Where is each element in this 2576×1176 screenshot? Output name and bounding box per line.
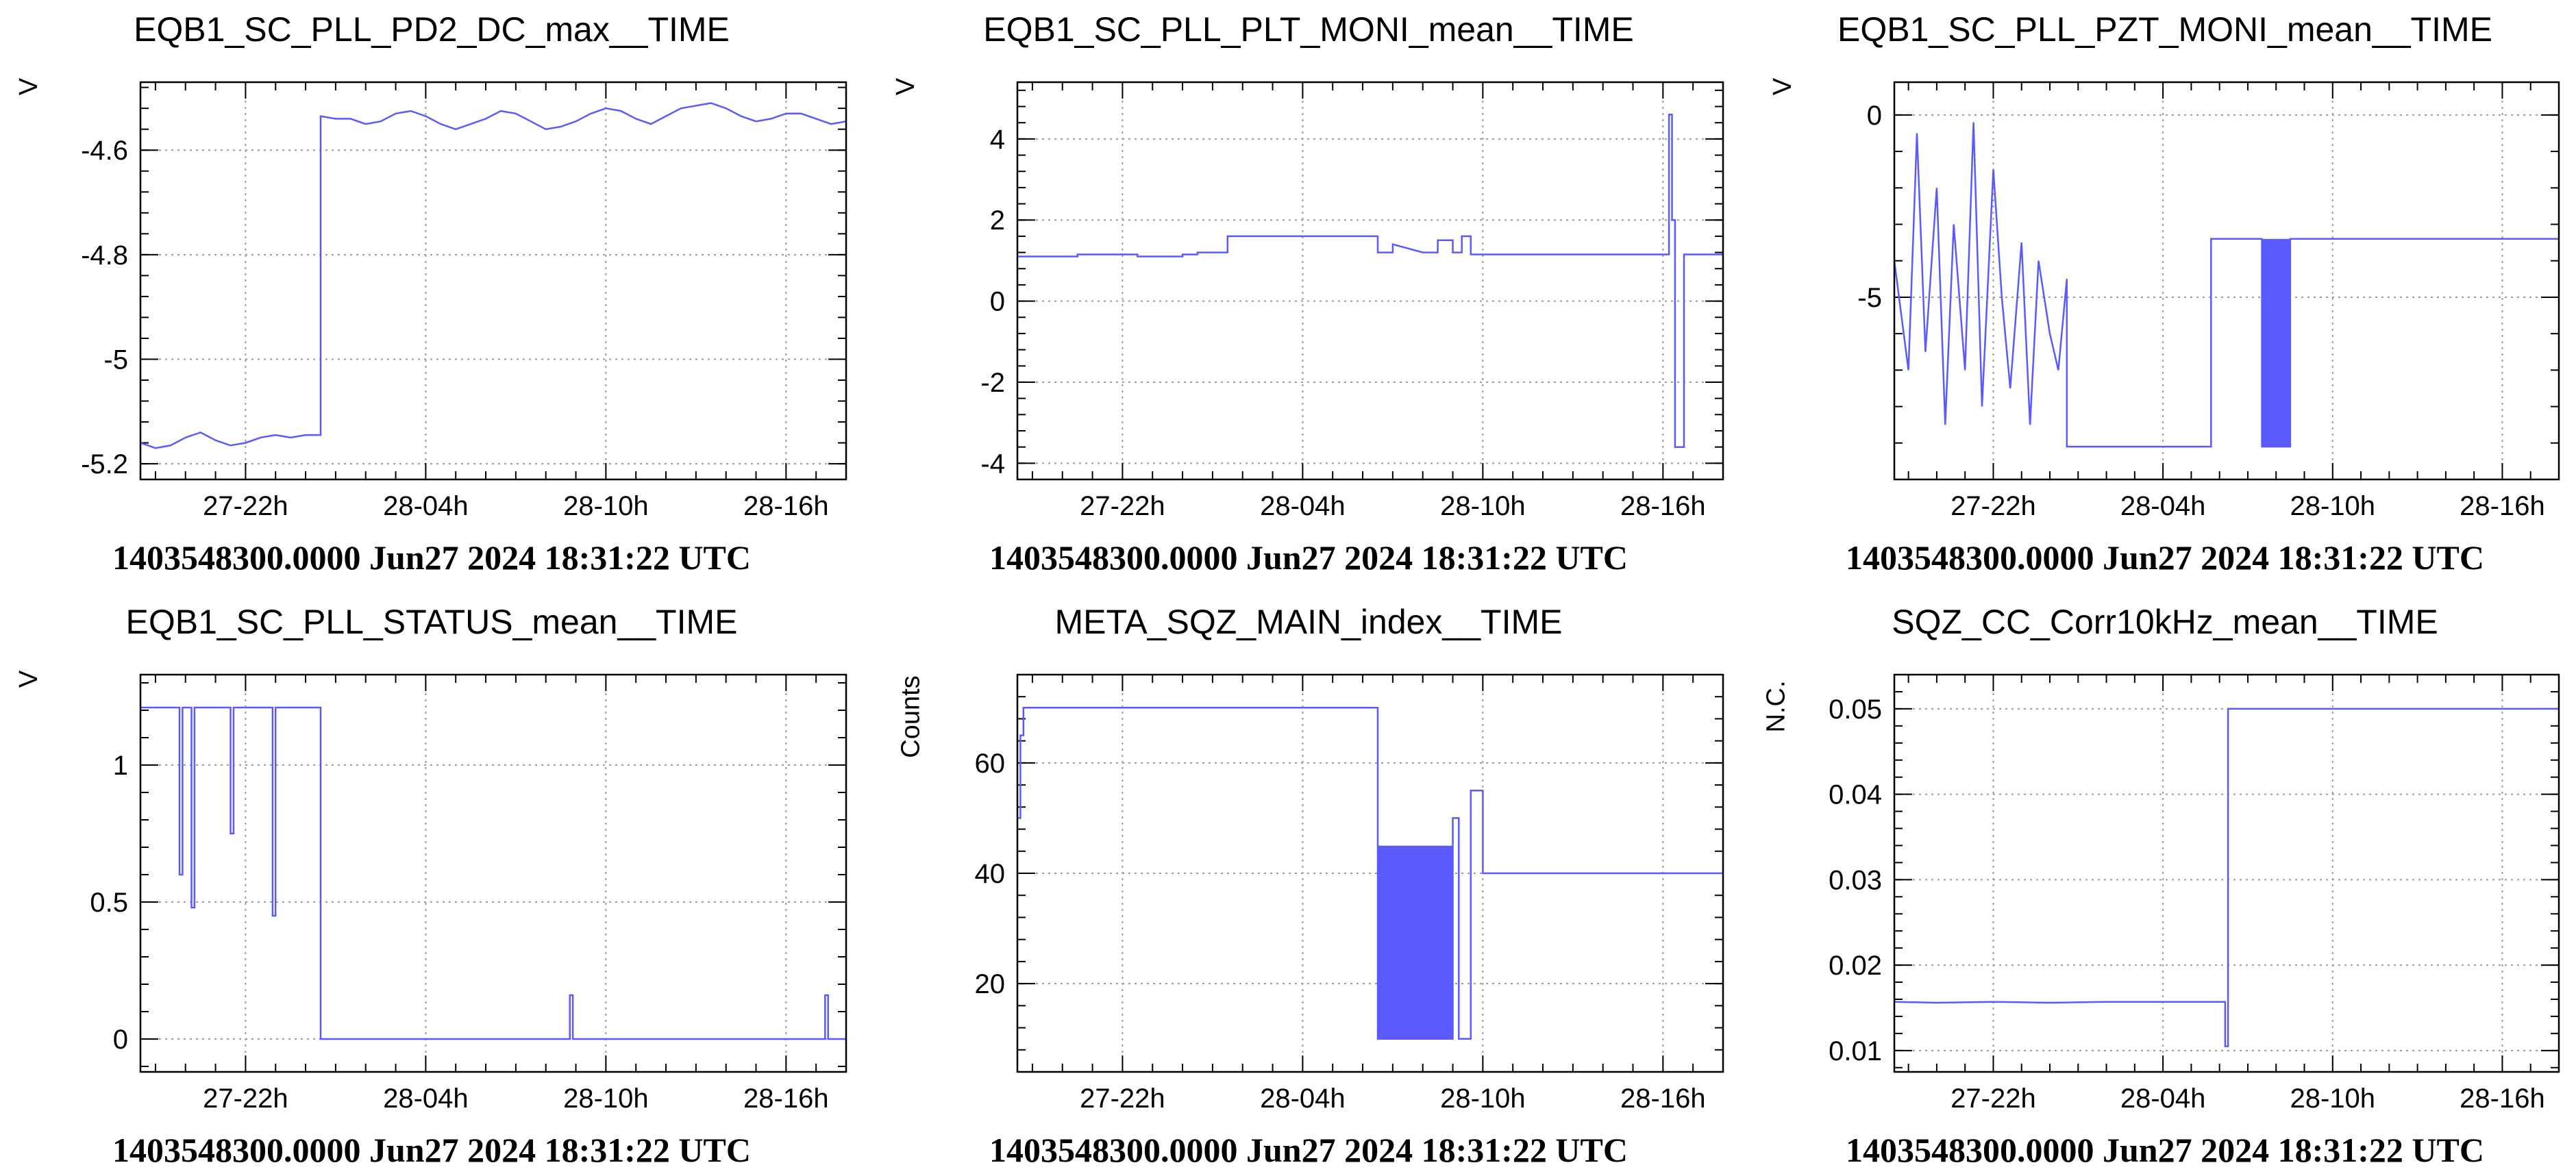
chart-title: EQB1_SC_PLL_STATUS_mean__TIME [125, 603, 738, 641]
x-tick-label: 28-04h [1260, 1084, 1346, 1114]
chart-panel-4: EQB1_SC_PLL_STATUS_mean__TIME V 0 0.5 1 27-… [0, 592, 863, 1175]
y-tick-label: -5 [103, 345, 128, 375]
chart-title: META_SQZ_MAIN_index__TIME [1054, 603, 1563, 641]
x-tick-label: 27-22h [203, 1084, 288, 1114]
x-tick-label: 28-16h [1620, 491, 1706, 521]
y-tick-label: -5 [1857, 283, 1882, 313]
chart-panel-3: EQB1_SC_PLL_PZT_MONI_mean__TIME V -5 0 27-… [1754, 0, 2576, 582]
x-tick-label: 28-16h [2460, 491, 2545, 521]
x-tick-label: 27-22h [1950, 491, 2036, 521]
series-line [140, 706, 846, 1040]
y-tick-label: 0 [113, 1025, 128, 1055]
chart-panel-6: SQZ_CC_Corr10kHz_mean__TIME N.C. 0.01 0.0… [1754, 592, 2576, 1175]
x-tick-label: 28-04h [2120, 1084, 2206, 1114]
y-tick-label: 0.01 [1829, 1036, 1882, 1066]
chart-plot: -5 0 27-22h 28-04h 28-10h 28-16h [1857, 81, 2560, 521]
chart-title: EQB1_SC_PLL_PLT_MONI_mean__TIME [983, 10, 1634, 49]
x-tick-label: 28-04h [383, 1084, 469, 1114]
chart-footer-timestamp: 1403548300.0000 Jun27 2024 18:31:22 UTC [989, 538, 1628, 577]
chart-plot: 20 40 60 27-22h 28-04h 28-10h 28-16h [975, 673, 1724, 1114]
series-line [1893, 122, 2559, 448]
chart-panel-5: META_SQZ_MAIN_index__TIME Counts 20 40 60 2… [877, 592, 1740, 1175]
y-tick-label: 60 [975, 749, 1006, 779]
x-tick-label: 28-04h [383, 491, 469, 521]
plot-frame [139, 81, 847, 481]
y-tick-label: 0.04 [1829, 780, 1882, 810]
x-tick-label: 28-04h [1260, 491, 1346, 521]
chart-title: EQB1_SC_PLL_PZT_MONI_mean__TIME [1837, 10, 2492, 49]
chart-title: EQB1_SC_PLL_PD2_DC_max__TIME [134, 10, 730, 49]
chart-footer-timestamp: 1403548300.0000 Jun27 2024 18:31:22 UTC [112, 538, 751, 577]
y-tick-label: 0.05 [1829, 695, 1882, 725]
plot-frame [1016, 673, 1724, 1073]
y-tick-label: 0.03 [1829, 865, 1882, 895]
x-tick-label: 28-16h [743, 1084, 829, 1114]
series-line [1017, 114, 1723, 448]
dense-signal-region [1377, 845, 1453, 1039]
chart-footer-timestamp: 1403548300.0000 Jun27 2024 18:31:22 UTC [1846, 538, 2484, 577]
chart-panel-1: EQB1_SC_PLL_PD2_DC_max__TIME V -5.2 -5 -4.… [0, 0, 863, 582]
plot-frame [139, 673, 847, 1073]
plot-frame [1893, 673, 2560, 1073]
y-tick-label: -5.2 [81, 449, 128, 479]
x-tick-label: 27-22h [1080, 1084, 1165, 1114]
y-tick-label: 4 [990, 125, 1005, 155]
y-tick-label: -4.6 [81, 136, 128, 166]
chart-plot: 0.01 0.02 0.03 0.04 0.05 27-22h 28-04h 28-10h 28… [1829, 673, 2560, 1114]
y-tick-label: 1 [113, 751, 128, 781]
dense-signal-region [2262, 238, 2290, 447]
chart-plot: -4 -2 0 2 4 27-22h 28-04h 28-10h 28-16h [980, 81, 1724, 521]
chart-title: SQZ_CC_Corr10kHz_mean__TIME [1892, 603, 2438, 641]
y-tick-label: -4 [980, 449, 1005, 479]
x-tick-label: 28-10h [563, 491, 649, 521]
x-tick-label: 28-04h [2120, 491, 2206, 521]
x-tick-label: 28-10h [1440, 1084, 1526, 1114]
x-tick-label: 27-22h [1950, 1084, 2036, 1114]
y-tick-label: 40 [975, 859, 1006, 889]
x-tick-label: 28-10h [1440, 491, 1526, 521]
chart-plot: -5.2 -5 -4.8 -4.6 27-22h 28-04h 28-10h 28-16h [81, 81, 847, 521]
x-tick-label: 28-10h [2290, 491, 2376, 521]
x-tick-label: 28-16h [743, 491, 829, 521]
y-tick-label: 0 [990, 287, 1005, 317]
chart-footer-timestamp: 1403548300.0000 Jun27 2024 18:31:22 UTC [1846, 1131, 2484, 1169]
y-tick-label: 0.5 [90, 888, 128, 918]
x-tick-label: 28-16h [2460, 1084, 2545, 1114]
chart-footer-timestamp: 1403548300.0000 Jun27 2024 18:31:22 UTC [989, 1131, 1628, 1169]
x-tick-label: 27-22h [1080, 491, 1165, 521]
y-tick-label: 0.02 [1829, 951, 1882, 981]
x-tick-label: 28-10h [2290, 1084, 2376, 1114]
x-tick-label: 27-22h [203, 491, 288, 521]
y-tick-label: -2 [980, 368, 1005, 398]
plot-frame [1016, 81, 1724, 481]
chart-footer-timestamp: 1403548300.0000 Jun27 2024 18:31:22 UTC [112, 1131, 751, 1169]
y-tick-label: 20 [975, 969, 1006, 999]
series-line [1894, 708, 2559, 1047]
y-tick-label: 0 [1867, 101, 1882, 131]
y-tick-label: 2 [990, 205, 1005, 236]
series-line [140, 102, 847, 449]
x-tick-label: 28-16h [1620, 1084, 1706, 1114]
chart-panel-2: EQB1_SC_PLL_PLT_MONI_mean__TIME V -4 -2 0 2… [877, 0, 1740, 582]
y-tick-label: -4.8 [81, 240, 128, 271]
plot-frame [1893, 81, 2560, 481]
x-tick-label: 28-10h [563, 1084, 649, 1114]
chart-plot: 0 0.5 1 27-22h 28-04h 28-10h 28-16h [90, 673, 847, 1114]
